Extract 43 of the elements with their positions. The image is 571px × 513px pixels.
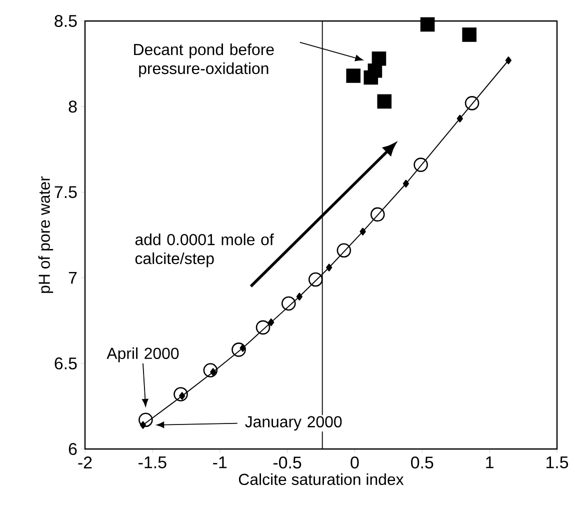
point — [268, 318, 274, 326]
point — [420, 17, 435, 32]
point — [414, 158, 428, 172]
point — [346, 68, 361, 83]
point — [232, 342, 246, 357]
x-tick-label: 1 — [486, 456, 494, 468]
point — [203, 363, 218, 378]
x-tick-label: -1 — [213, 456, 227, 468]
annotation: Decant pond before pressure-oxidation — [134, 43, 274, 78]
point — [377, 94, 392, 109]
x-tick-label: 0.5 — [411, 456, 434, 469]
annotation: April 2000 — [106, 347, 179, 362]
y-tick-label: 7 — [68, 272, 77, 284]
y-tick-label: 7.5 — [54, 186, 77, 198]
point — [368, 63, 382, 78]
y-tick-label: 8.5 — [54, 15, 77, 27]
y-axis-title: pH of pore water — [38, 176, 54, 293]
point — [370, 207, 385, 222]
point — [296, 292, 302, 300]
x-tick-label: -2 — [78, 456, 92, 468]
x-tick-label: -1.5 — [138, 456, 166, 468]
point — [360, 228, 366, 236]
y-tick-label: 6.5 — [54, 357, 77, 370]
point — [256, 320, 270, 335]
annotation: January 2000 — [245, 416, 342, 431]
point — [326, 264, 332, 272]
x-tick-label: 0 — [350, 456, 359, 469]
y-tick-label: 6 — [68, 443, 77, 455]
point — [402, 180, 410, 188]
x-axis-title: Calcite saturation index — [238, 473, 404, 486]
point — [464, 96, 480, 110]
point — [308, 272, 323, 287]
x-tick-label: -0.5 — [273, 456, 302, 469]
point — [505, 56, 512, 64]
point — [462, 28, 476, 42]
point — [138, 412, 153, 428]
point — [456, 114, 463, 122]
point — [336, 243, 352, 258]
annotation: add 0.0001 mole of calcite/step — [135, 234, 274, 268]
point — [281, 296, 296, 311]
x-tick-label: 1.5 — [546, 456, 568, 468]
y-tick-label: 8 — [68, 100, 77, 113]
point — [174, 387, 188, 402]
